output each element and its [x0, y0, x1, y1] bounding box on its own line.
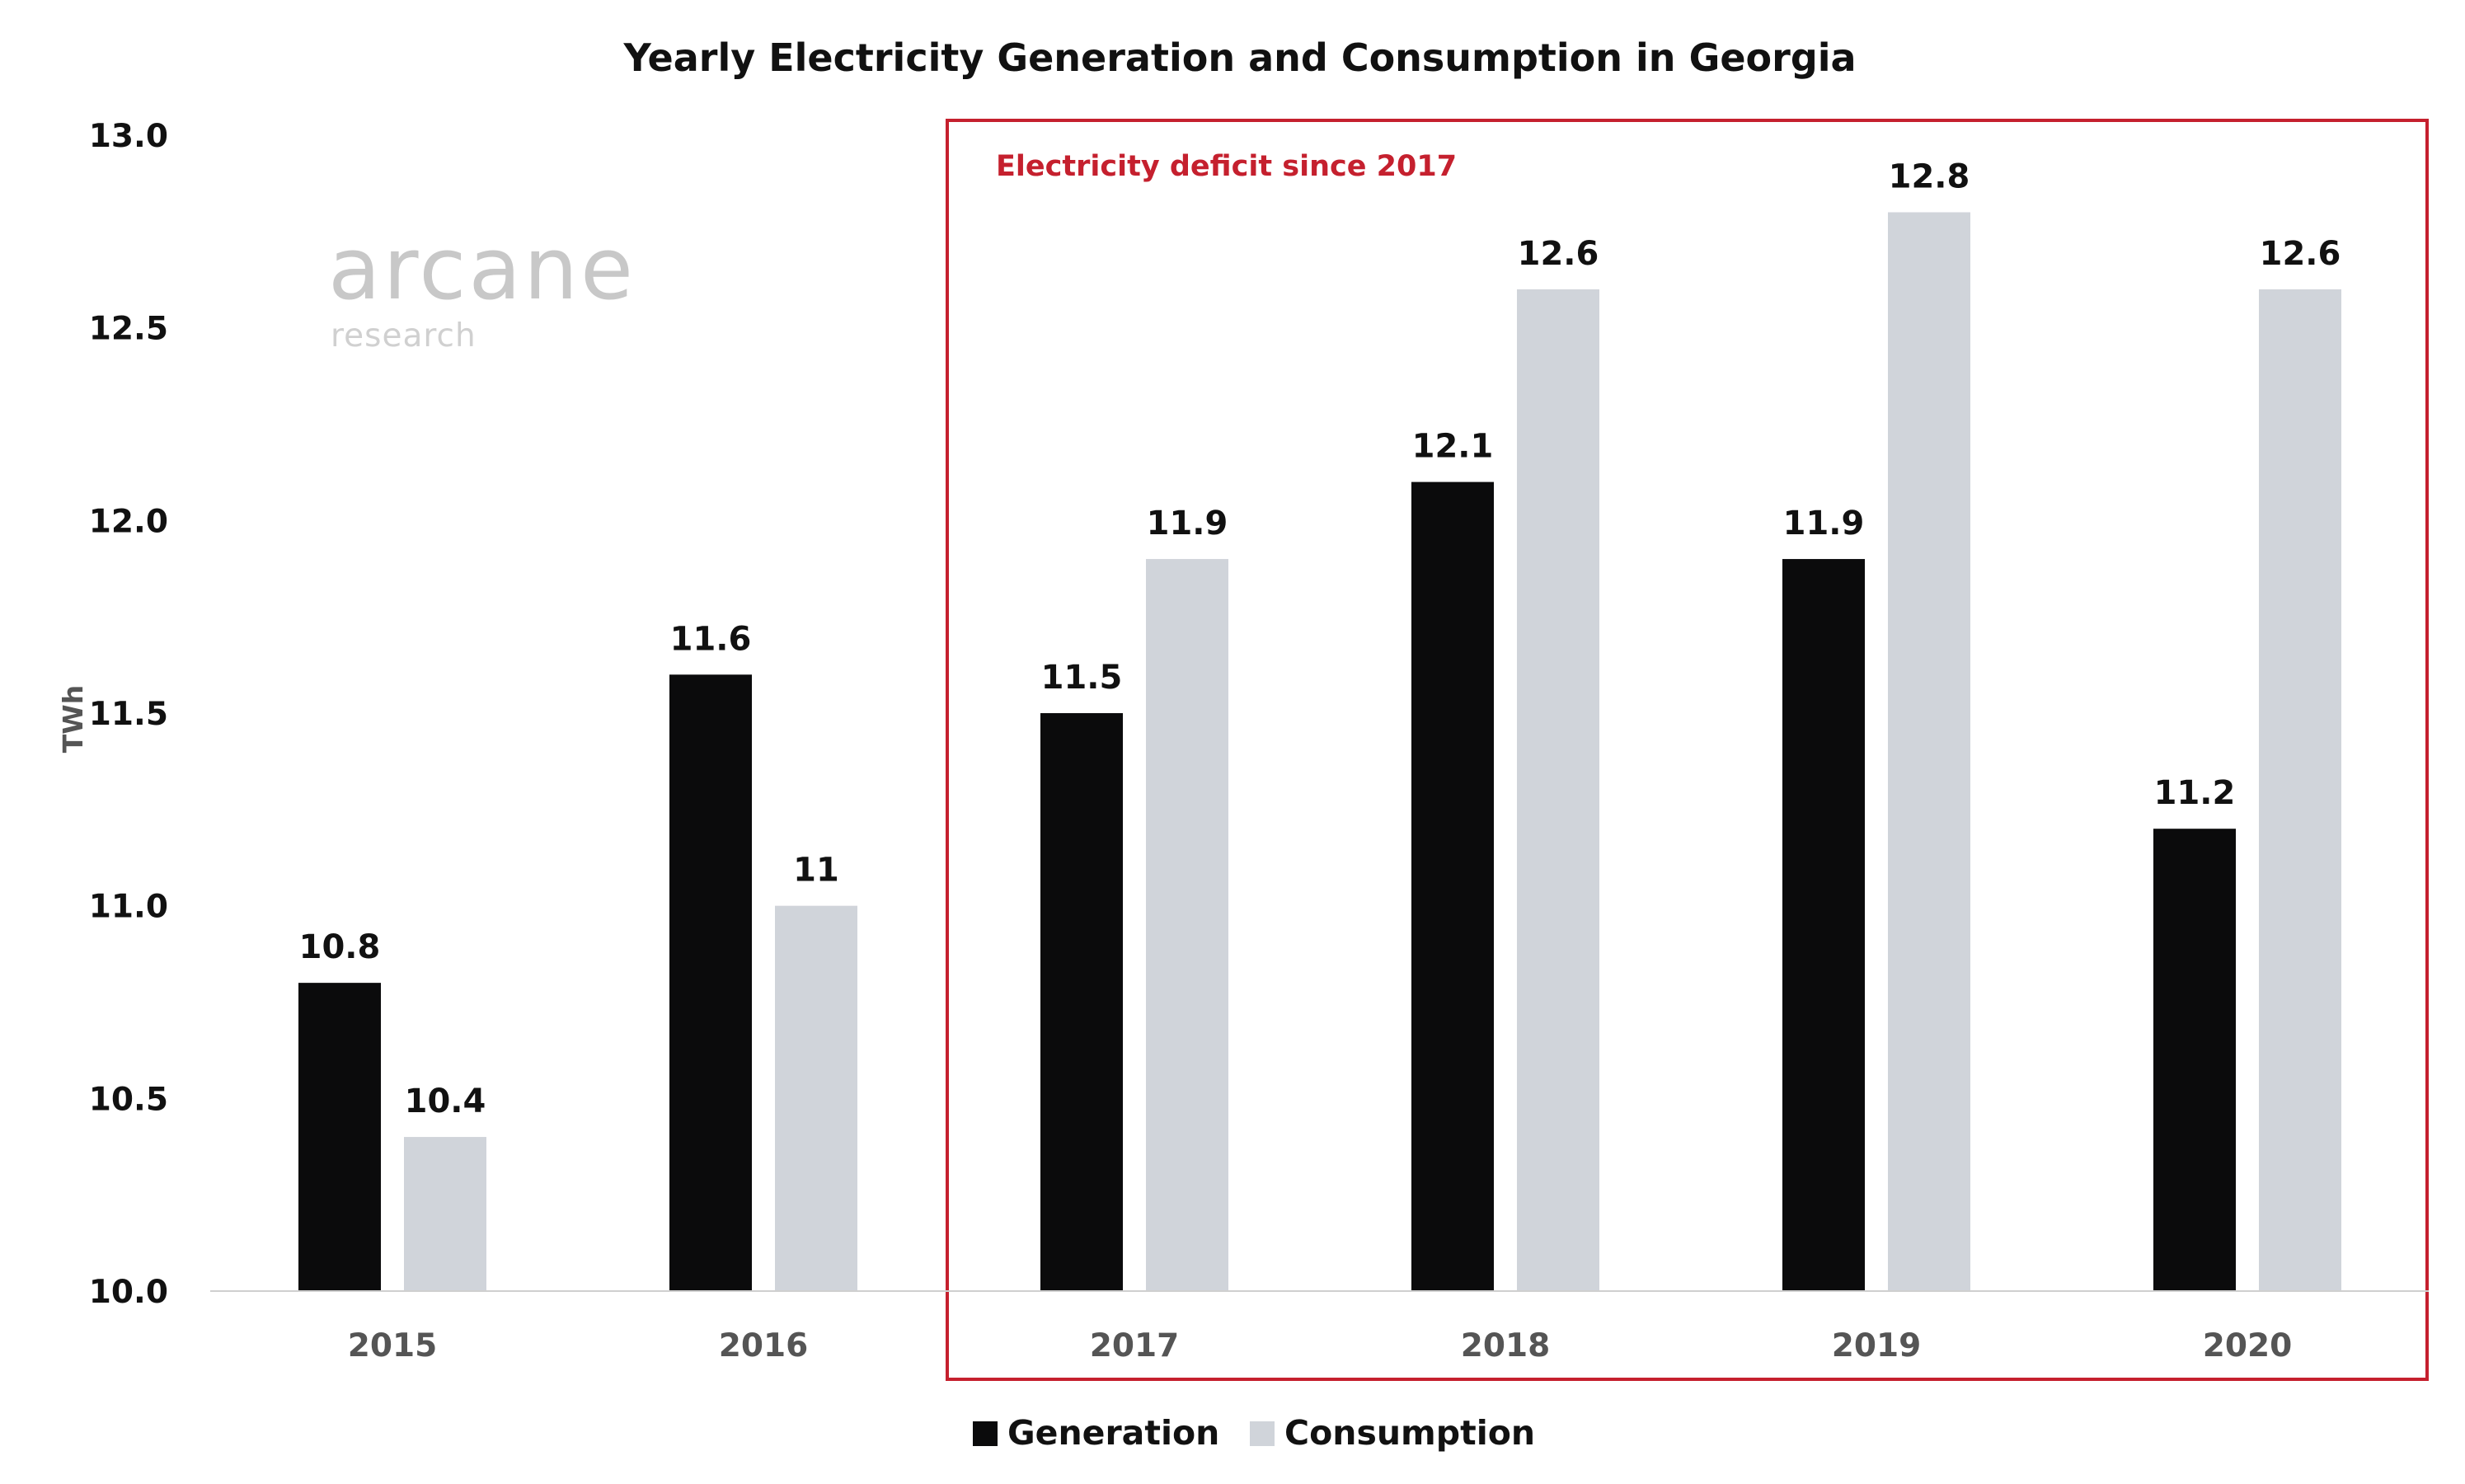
- bar-generation-2016: [669, 674, 752, 1291]
- y-tick-label: 10.5: [89, 1081, 168, 1118]
- deficit-highlight-box: [946, 119, 2429, 1381]
- y-tick-label: 11.0: [89, 889, 168, 926]
- bars: [298, 212, 2341, 1291]
- legend-label-generation: Generation: [1007, 1413, 1219, 1453]
- chart-title: Yearly Electricity Generation and Consum…: [622, 35, 1856, 80]
- value-labels: 10.8 11.6 11.5 12.1 11.9 11.2 10.4 11 11.9 12.6 12…: [299, 157, 2341, 1120]
- value-label-generation-2016: 11.6: [670, 620, 752, 658]
- value-label-consumption-2018: 12.6: [1518, 235, 1599, 273]
- y-tick-label: 11.5: [89, 696, 168, 733]
- deficit-annotation-label: Electricity deficit since 2017: [996, 150, 1457, 183]
- x-tick-label: 2017: [1090, 1327, 1180, 1364]
- bar-generation-2020: [2153, 829, 2236, 1291]
- y-tick-label: 13.0: [89, 118, 168, 155]
- bar-consumption-2018: [1517, 289, 1599, 1291]
- bar-generation-2015: [298, 983, 381, 1291]
- value-label-generation-2019: 11.9: [1783, 505, 1865, 542]
- x-tick-label: 2020: [2203, 1327, 2293, 1364]
- x-axis-ticks: 2015 2016 2017 2018 2019 2020: [348, 1327, 2293, 1364]
- bar-generation-2019: [1782, 559, 1865, 1291]
- bar-consumption-2015: [404, 1137, 486, 1291]
- arcane-research-logo: arcane research: [328, 218, 636, 355]
- logo-sub-text: research: [331, 317, 477, 355]
- bar-generation-2018: [1411, 481, 1494, 1291]
- value-label-generation-2015: 10.8: [299, 928, 381, 966]
- legend: Generation Consumption: [973, 1413, 1535, 1453]
- y-tick-label: 12.5: [89, 311, 168, 348]
- value-label-consumption-2019: 12.8: [1889, 157, 1970, 195]
- value-label-consumption-2016: 11: [793, 852, 839, 890]
- value-label-generation-2017: 11.5: [1041, 659, 1123, 697]
- logo-main-text: arcane: [328, 218, 636, 319]
- x-tick-label: 2019: [1832, 1327, 1922, 1364]
- bar-generation-2017: [1040, 713, 1123, 1291]
- value-label-consumption-2020: 12.6: [2260, 235, 2341, 273]
- legend-label-consumption: Consumption: [1284, 1413, 1535, 1453]
- x-tick-label: 2018: [1461, 1327, 1551, 1364]
- x-tick-label: 2015: [348, 1327, 438, 1364]
- value-label-consumption-2017: 11.9: [1147, 505, 1228, 542]
- y-axis-ticks: 10.0 10.5 11.0 11.5 12.0 12.5 13.0: [89, 118, 168, 1311]
- legend-swatch-generation: [973, 1421, 998, 1446]
- bar-consumption-2020: [2259, 289, 2341, 1291]
- y-axis-label: TWh: [57, 685, 89, 753]
- y-tick-label: 10.0: [89, 1274, 168, 1311]
- legend-swatch-consumption: [1250, 1421, 1275, 1446]
- bar-consumption-2016: [775, 905, 857, 1291]
- value-label-generation-2020: 11.2: [2154, 774, 2236, 812]
- bar-consumption-2017: [1146, 559, 1228, 1291]
- value-label-consumption-2015: 10.4: [405, 1082, 486, 1120]
- y-tick-label: 12.0: [89, 503, 168, 540]
- x-tick-label: 2016: [719, 1327, 809, 1364]
- value-label-generation-2018: 12.1: [1412, 428, 1494, 466]
- bar-consumption-2019: [1888, 212, 1970, 1291]
